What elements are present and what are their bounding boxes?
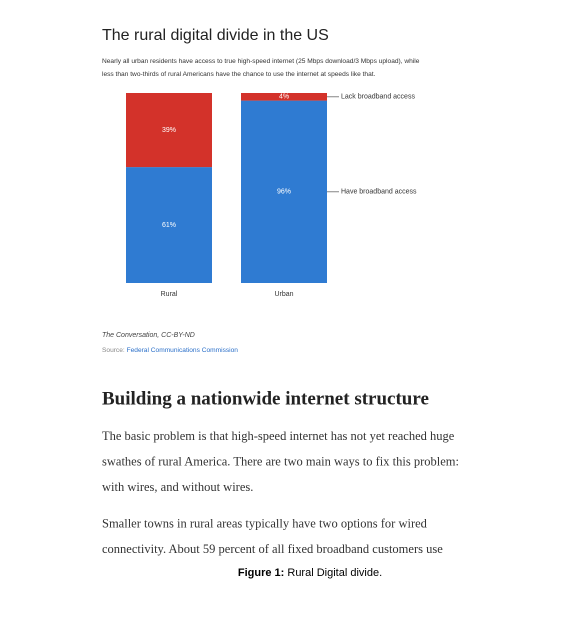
paragraph-line: The basic problem is that high-speed int… [102,429,455,443]
bar-segment [126,167,212,283]
caption-label: Figure 1: [238,567,284,579]
credit: The Conversation, CC-BY-ND [102,332,195,339]
legend-label: Have broadband access [341,189,417,196]
value-label: 96% [277,189,291,196]
chart-title: The rural digital divide in the US [102,27,329,44]
bar-segment [241,93,327,101]
bar-segment [241,100,327,283]
value-label: 4% [279,94,289,101]
bar-segment [126,93,212,168]
value-label: 61% [162,222,176,229]
source: Source: Federal Communications Commissio… [102,347,238,354]
paragraph-line: Smaller towns in rural areas typically h… [102,516,428,530]
legend-label: Lack broadband access [341,94,415,101]
x-tick-label: Urban [274,291,293,298]
article-body: The basic problem is that high-speed int… [102,429,459,556]
paragraph-line: connectivity. About 59 percent of all fi… [102,542,443,556]
paragraph-line: swathes of rural America. There are two … [102,454,459,468]
source-link[interactable]: Federal Communications Commission [127,347,239,354]
x-tick-label: Rural [161,291,178,298]
caption-text: Rural Digital divide. [287,567,382,579]
chart-subtitle: Nearly all urban residents have access t… [102,58,420,65]
article-heading: Building a nationwide internet structure [102,388,429,409]
paragraph-line: with wires, and without wires. [102,480,253,494]
source-label: Source: [102,347,125,354]
value-label: 39% [162,127,176,134]
chart-subtitle: less than two-thirds of rural Americans … [102,71,376,78]
figure-caption: Figure 1: Rural Digital divide. [238,567,382,579]
